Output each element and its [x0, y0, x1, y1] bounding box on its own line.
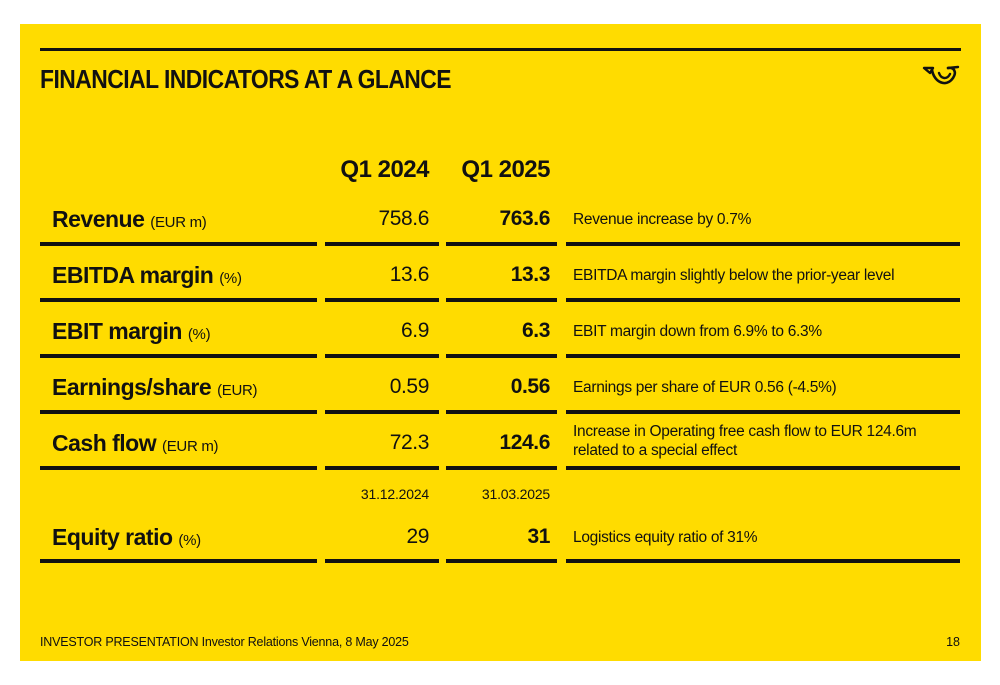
row-divider	[40, 298, 317, 302]
row-divider	[566, 559, 960, 563]
row-divider	[446, 298, 557, 302]
column-header-q1-2024: Q1 2024	[340, 156, 429, 183]
slide: FINANCIAL INDICATORS AT A GLANCE Q1 2024…	[20, 24, 981, 661]
value-q1-2025: 0.56	[510, 375, 551, 398]
row-divider	[446, 466, 557, 470]
row-divider	[325, 559, 439, 563]
row-divider	[40, 466, 317, 470]
value-q1-2024: 13.6	[389, 263, 430, 286]
date-prev: 31.12.2024	[360, 486, 429, 502]
table-row: Cash flow (EUR m) 72.3 124.6 Increase in…	[20, 423, 981, 476]
row-label: Earnings/share (EUR)	[52, 374, 258, 401]
value-q1-2024: 72.3	[389, 431, 430, 454]
row-comment: Revenue increase by 0.7%	[573, 211, 752, 228]
row-divider	[446, 559, 557, 563]
row-unit: (EUR m)	[150, 214, 207, 231]
row-comment: EBITDA margin slightly below the prior-y…	[573, 267, 895, 284]
top-divider	[40, 48, 961, 51]
table-row: Earnings/share (EUR) 0.59 0.56 Earnings …	[20, 370, 981, 420]
value-q1-2025: 124.6	[499, 431, 550, 454]
row-divider	[325, 410, 439, 414]
row-divider	[566, 466, 960, 470]
row-label: Revenue (EUR m)	[52, 206, 207, 233]
row-comment: Increase in Operating free cash flow to …	[573, 423, 917, 459]
page-number: 18	[946, 635, 960, 649]
row-comment: Earnings per share of EUR 0.56 (-4.5%)	[573, 379, 837, 396]
value-q1-2025: 763.6	[499, 207, 550, 230]
row-label: EBITDA margin (%)	[52, 262, 242, 289]
row-divider	[325, 354, 439, 358]
row-divider	[325, 298, 439, 302]
row-label: EBIT margin (%)	[52, 318, 211, 345]
row-label: Equity ratio (%)	[52, 524, 201, 551]
value-q1-2024: 758.6	[378, 207, 429, 230]
table-row: EBITDA margin (%) 13.6 13.3 EBITDA margi…	[20, 258, 981, 308]
row-unit: (EUR m)	[162, 438, 219, 455]
row-divider	[325, 242, 439, 246]
row-unit: (%)	[178, 532, 201, 549]
row-unit: (%)	[187, 326, 211, 343]
row-comment: EBIT margin down from 6.9% to 6.3%	[573, 323, 822, 340]
row-divider	[566, 298, 960, 302]
row-label-text: EBITDA margin	[52, 262, 214, 288]
row-label-text: EBIT margin	[52, 318, 182, 344]
row-label-text: Earnings/share	[52, 374, 212, 400]
value-q1-2025: 6.3	[522, 319, 550, 342]
column-header-q1-2025: Q1 2025	[461, 156, 550, 183]
row-divider	[566, 354, 960, 358]
row-comment: Logistics equity ratio of 31%	[573, 529, 758, 546]
row-divider	[40, 354, 317, 358]
row-label-text: Equity ratio	[52, 524, 173, 550]
posthorn-logo-icon	[922, 65, 960, 85]
row-divider	[446, 354, 557, 358]
value-prev: 29	[406, 525, 429, 548]
table-row: Revenue (EUR m) 758.6 763.6 Revenue incr…	[20, 202, 981, 252]
value-q1-2025: 13.3	[510, 263, 551, 286]
table-row: EBIT margin (%) 6.9 6.3 EBIT margin down…	[20, 314, 981, 364]
row-divider	[40, 559, 317, 563]
date-curr: 31.03.2025	[481, 486, 550, 502]
row-label-text: Revenue	[52, 206, 145, 232]
row-divider	[446, 410, 557, 414]
row-divider	[566, 410, 960, 414]
row-divider	[446, 242, 557, 246]
row-unit: (EUR)	[217, 382, 258, 399]
value-curr: 31	[527, 525, 550, 548]
value-q1-2024: 0.59	[389, 375, 430, 398]
row-label: Cash flow (EUR m)	[52, 430, 219, 457]
row-divider	[40, 410, 317, 414]
footer-text: INVESTOR PRESENTATION Investor Relations…	[40, 635, 409, 649]
value-q1-2024: 6.9	[401, 319, 429, 342]
row-label-text: Cash flow	[52, 430, 157, 456]
page-title: FINANCIAL INDICATORS AT A GLANCE	[40, 64, 452, 94]
row-divider	[566, 242, 960, 246]
row-divider	[325, 466, 439, 470]
table-row: Equity ratio (%) 29 31 Logistics equity …	[20, 520, 981, 570]
row-unit: (%)	[219, 270, 242, 287]
row-divider	[40, 242, 317, 246]
